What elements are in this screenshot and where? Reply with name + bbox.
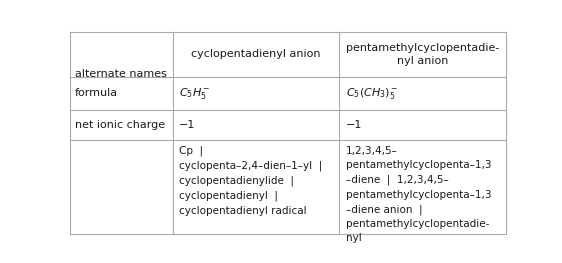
Text: 1,2,3,4,5–
pentamethylcyclopenta–1,3
–diene  |  1,2,3,4,5–
pentamethylcyclopenta: 1,2,3,4,5– pentamethylcyclopenta–1,3 –di…	[346, 146, 491, 243]
Text: −1: −1	[179, 120, 196, 130]
Text: pentamethylcyclopentadie-
nyl anion: pentamethylcyclopentadie- nyl anion	[346, 43, 499, 66]
Text: −1: −1	[346, 120, 362, 130]
Text: cyclopentadienyl anion: cyclopentadienyl anion	[191, 49, 320, 59]
Text: formula: formula	[75, 88, 117, 98]
Text: alternate names: alternate names	[75, 69, 166, 79]
Text: Cp  |
cyclopenta–2,4–dien–1–yl  |
cyclopentadienylide  |
cyclopentadienyl  |
cyc: Cp | cyclopenta–2,4–dien–1–yl | cyclopen…	[179, 146, 323, 216]
Text: net ionic charge: net ionic charge	[75, 120, 165, 130]
Text: $C_5(CH_3)_5^-$: $C_5(CH_3)_5^-$	[346, 86, 398, 101]
Text: $C_5H_5^-$: $C_5H_5^-$	[179, 86, 210, 101]
